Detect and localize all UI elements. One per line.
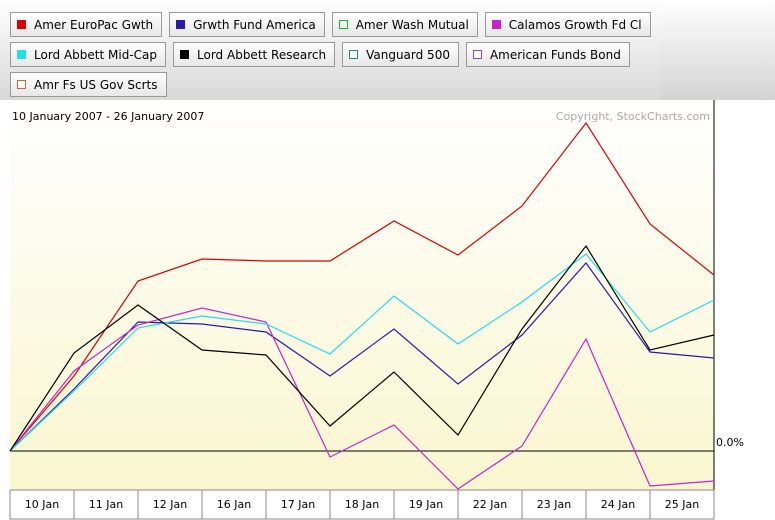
x-tick-label: 25 Jan <box>665 498 699 511</box>
legend-label: American Funds Bond <box>489 47 621 62</box>
legend-swatch <box>491 20 501 29</box>
legend-label: Lord Abbett Research <box>197 47 327 62</box>
legend-button[interactable]: Grwth Fund America <box>169 12 325 37</box>
legend-button[interactable]: Lord Abbett Research <box>173 42 336 67</box>
x-tick-label: 19 Jan <box>409 498 443 511</box>
copyright: Copyright, StockCharts.com <box>556 110 710 123</box>
x-axis-band <box>9 489 715 520</box>
legend-label: Grwth Fund America <box>193 17 316 32</box>
x-tick-label: 16 Jan <box>217 498 251 511</box>
x-tick-label: 24 Jan <box>601 498 635 511</box>
legend-swatch <box>472 50 482 59</box>
legend-label: Vanguard 500 <box>366 47 450 62</box>
legend-button[interactable]: Vanguard 500 <box>342 42 459 67</box>
x-tick-label: 12 Jan <box>153 498 187 511</box>
series-line <box>9 244 715 452</box>
legend-swatch <box>17 80 26 89</box>
legend-swatch <box>17 50 26 59</box>
series-line <box>9 253 715 452</box>
legend-label: Amr Fs US Gov Scrts <box>34 77 158 92</box>
legend-label: Lord Abbett Mid-Cap <box>34 47 158 62</box>
y-tick-label: 0.0% <box>716 436 744 449</box>
legend-button[interactable]: Amr Fs US Gov Scrts <box>10 72 167 97</box>
legend-label: Calamos Growth Fd Cl <box>508 17 642 32</box>
legend-label: Amer Wash Mutual <box>355 17 469 32</box>
x-tick-label: 18 Jan <box>345 498 379 511</box>
legend-swatch <box>176 20 186 29</box>
legend-swatch <box>349 50 359 59</box>
legend-label: Amer EuroPac Gwth <box>34 17 154 32</box>
x-tick-label: 23 Jan <box>537 498 571 511</box>
legend: Amer EuroPac Gwth Grwth Fund America Amer … <box>0 0 660 100</box>
series-line <box>9 121 715 452</box>
x-tick-label: 10 Jan <box>25 498 59 511</box>
legend-swatch <box>338 20 348 29</box>
legend-button[interactable]: Amer Wash Mutual <box>331 12 478 37</box>
legend-button[interactable]: American Funds Bond <box>465 42 630 67</box>
legend-button[interactable]: Amer EuroPac Gwth <box>10 12 163 37</box>
legend-button[interactable]: Calamos Growth Fd Cl <box>484 12 651 37</box>
subtitle: 10 January 2007 - 26 January 2007 <box>12 110 204 123</box>
x-tick-label: 11 Jan <box>89 498 123 511</box>
x-tick-label: 22 Jan <box>473 498 507 511</box>
legend-swatch <box>180 50 190 59</box>
x-tick-label: 17 Jan <box>281 498 315 511</box>
series-line <box>9 307 715 490</box>
legend-button[interactable]: Lord Abbett Mid-Cap <box>10 42 167 67</box>
legend-swatch <box>17 20 26 29</box>
plot-area <box>10 100 714 490</box>
